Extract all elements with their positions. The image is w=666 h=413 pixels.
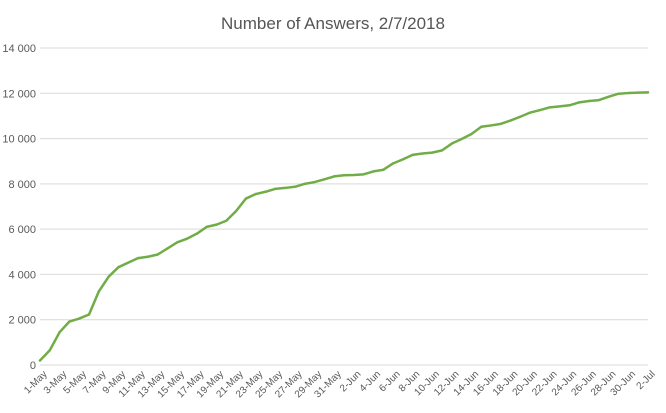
- series-line: [38, 91, 650, 362]
- data-point: [509, 119, 512, 122]
- x-axis-ticks: 1-May3-May5-May7-May9-May11-May13-May15-…: [22, 369, 657, 400]
- y-tick-label: 12 000: [2, 88, 36, 100]
- data-point: [185, 237, 189, 240]
- data-point: [627, 91, 630, 95]
- data-point: [529, 111, 532, 114]
- data-point: [470, 132, 473, 136]
- data-point: [254, 192, 257, 196]
- x-tick-label: 4-Jun: [358, 369, 383, 394]
- data-point: [460, 137, 463, 141]
- data-point: [293, 185, 297, 189]
- data-point: [538, 108, 542, 112]
- data-point: [362, 173, 365, 176]
- data-point: [127, 261, 130, 264]
- data-point: [558, 105, 561, 108]
- data-point: [342, 174, 346, 177]
- data-point: [568, 104, 571, 107]
- chart-title: Number of Answers, 2/7/2018: [221, 14, 445, 33]
- data-point: [176, 241, 179, 244]
- data-point: [636, 91, 640, 94]
- series-layer: [38, 91, 650, 362]
- data-point: [166, 247, 169, 250]
- gridlines: [40, 47, 648, 321]
- y-tick-label: 6 000: [8, 224, 36, 236]
- data-point: [274, 187, 277, 191]
- data-point: [234, 209, 238, 213]
- data-point: [411, 153, 414, 157]
- data-point: [215, 223, 218, 226]
- y-tick-label: 10 000: [2, 134, 36, 146]
- y-tick-label: 0: [30, 360, 36, 372]
- data-point: [391, 162, 395, 165]
- y-tick-label: 2 000: [8, 315, 36, 327]
- data-point: [607, 95, 610, 98]
- data-point: [401, 158, 405, 161]
- data-point: [489, 124, 493, 127]
- data-point: [97, 290, 101, 293]
- y-tick-label: 8 000: [8, 179, 36, 191]
- data-point: [617, 92, 620, 95]
- data-point: [264, 190, 267, 193]
- data-point: [440, 149, 444, 152]
- data-point: [352, 173, 356, 177]
- data-point: [225, 219, 228, 222]
- data-point: [205, 225, 208, 229]
- data-point: [450, 142, 454, 145]
- data-point: [117, 265, 120, 269]
- data-point: [421, 152, 424, 155]
- data-point: [519, 115, 522, 118]
- data-point: [48, 349, 52, 352]
- data-point: [303, 182, 306, 186]
- data-point: [283, 186, 287, 190]
- data-point: [107, 275, 110, 278]
- data-point: [313, 180, 316, 184]
- data-point: [597, 98, 601, 102]
- y-tick-label: 14 000: [2, 43, 36, 55]
- data-point: [195, 232, 199, 235]
- data-point: [68, 320, 71, 323]
- data-point: [58, 330, 61, 334]
- data-point: [646, 91, 650, 94]
- x-tick-label: 2-Jul: [635, 369, 658, 392]
- data-point: [578, 101, 581, 104]
- x-tick-label: 6-Jun: [377, 369, 402, 394]
- data-point: [136, 256, 140, 260]
- y-axis-ticks: 0 2 000 4 000 6 000 8 000 10 000 12 000 14 000: [2, 43, 36, 372]
- data-point: [372, 170, 375, 173]
- data-point: [323, 178, 326, 181]
- data-point: [587, 99, 591, 103]
- data-point: [480, 125, 483, 128]
- x-tick-label: 2-Jun: [338, 369, 363, 394]
- data-point: [38, 359, 42, 362]
- data-point: [156, 253, 159, 256]
- data-point: [382, 168, 385, 172]
- data-point: [87, 313, 91, 316]
- data-point: [244, 197, 248, 200]
- data-point: [78, 317, 81, 320]
- data-point: [431, 151, 434, 154]
- data-point: [499, 122, 503, 126]
- data-point: [332, 175, 336, 178]
- data-point: [146, 255, 150, 258]
- data-point: [548, 106, 552, 109]
- y-tick-label: 4 000: [8, 269, 36, 281]
